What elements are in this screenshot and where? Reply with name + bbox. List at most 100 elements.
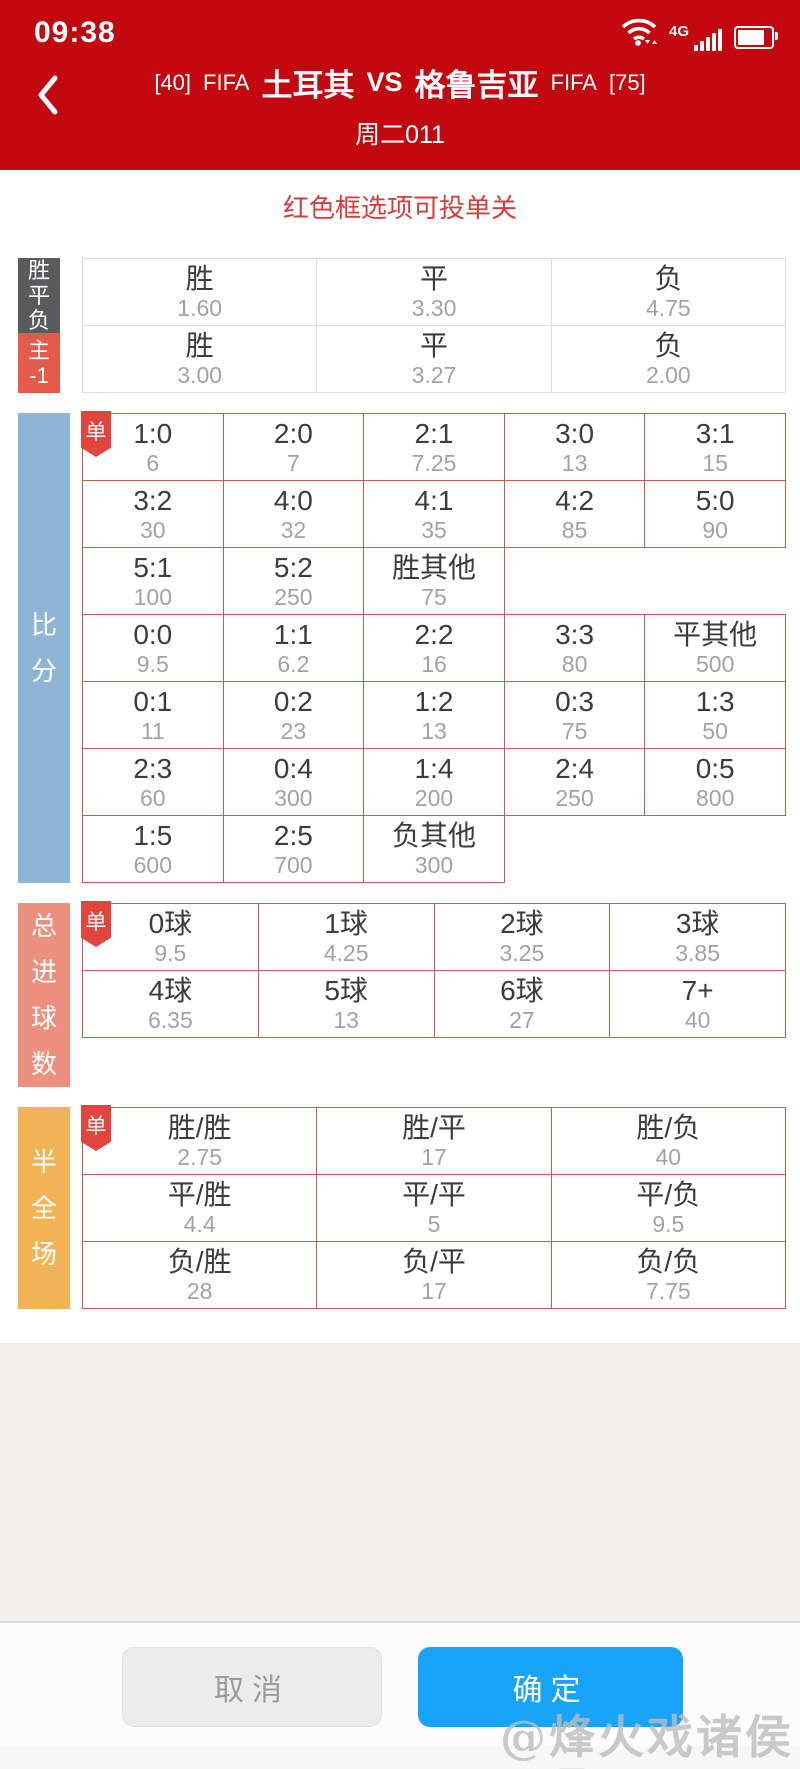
bet-option-cell[interactable]: 平其他 500 [644, 614, 786, 682]
market-label-column: 半 全 场 [18, 1107, 70, 1309]
option-odds: 7.75 [645, 1278, 691, 1304]
bet-option-cell[interactable]: 3:3 80 [503, 614, 646, 682]
market-label: 比 分 [18, 413, 70, 883]
bet-option-cell[interactable]: 负 4.75 [550, 258, 786, 326]
option-name: 3:0 [555, 418, 595, 449]
option-odds: 35 [421, 517, 447, 543]
market-label: 总 进 球 数 [18, 903, 70, 1087]
bet-option-cell[interactable]: 5:1 100 [82, 547, 224, 615]
option-name: 2:4 [555, 753, 595, 784]
bet-option-cell[interactable]: 平 3.27 [316, 325, 552, 393]
cancel-button[interactable]: 取消 [122, 1647, 382, 1727]
status-bar: 09:38 4G [0, 0, 800, 52]
option-name: 3:1 [695, 418, 735, 449]
bet-option-cell[interactable]: 5:0 90 [644, 480, 786, 548]
nav-recents-icon[interactable] [550, 1765, 594, 1769]
option-name: 6球 [500, 975, 544, 1006]
bet-option-cell[interactable]: 胜/平 17 [316, 1107, 552, 1175]
bet-option-cell[interactable]: 0:4 300 [222, 748, 365, 816]
bet-option-cell[interactable]: 0:3 75 [503, 681, 646, 749]
bet-option-cell[interactable]: 7+ 40 [609, 970, 786, 1038]
option-name: 负其他 [391, 820, 476, 851]
option-odds: 75 [561, 718, 588, 744]
odds-row: 胜 3.00 平 3.27 负 2.00 [82, 325, 786, 393]
option-odds: 2.75 [177, 1144, 223, 1170]
bet-option-cell[interactable]: 0:5 800 [644, 748, 786, 816]
bet-option-cell[interactable]: 负/负 7.75 [550, 1241, 786, 1309]
market-label-column: 总 进 球 数 [18, 903, 70, 1087]
bet-option-cell[interactable]: 胜/负 40 [550, 1107, 786, 1175]
option-odds: 7 [286, 450, 300, 476]
odds-grid: 胜 1.60 平 3.30 负 4.75 胜 3.00 平 3.27 负 2.00 [82, 258, 786, 393]
option-name: 负/负 [636, 1246, 701, 1277]
back-button[interactable] [24, 66, 70, 124]
bet-option-cell[interactable]: 胜 3.00 [82, 325, 318, 393]
bet-option-cell[interactable]: 1:3 50 [644, 681, 786, 749]
bet-option-cell[interactable]: 5:2 250 [222, 547, 365, 615]
bet-option-cell[interactable]: 5球 13 [257, 970, 435, 1038]
panel-half-full-time: 半 全 场单胜/胜 2.75 胜/平 17 胜/负 40 平/胜 4.4 平/平 5 平/负 9.5 负… [18, 1105, 786, 1309]
option-odds: 250 [555, 785, 594, 811]
bet-option-cell[interactable]: 负/胜 28 [82, 1241, 318, 1309]
odds-row: 1:0 6 2:0 7 2:1 7.25 3:0 13 3:1 15 [82, 413, 786, 481]
option-odds: 17 [421, 1144, 447, 1170]
status-icons: 4G [621, 16, 778, 51]
bet-option-cell[interactable]: 2:0 7 [222, 413, 365, 481]
bet-option-cell[interactable]: 0:1 11 [82, 681, 224, 749]
signal-strength-icon: 4G [669, 23, 722, 51]
option-odds: 90 [702, 517, 728, 543]
bet-option-cell[interactable]: 平/平 5 [316, 1174, 552, 1242]
bet-option-cell[interactable]: 2:5 700 [222, 815, 365, 883]
bet-option-cell[interactable]: 1:5 600 [82, 815, 224, 883]
option-odds: 15 [702, 450, 728, 476]
bet-option-cell[interactable]: 3:0 13 [503, 413, 646, 481]
panel-total-goals: 总 进 球 数单 0球 9.5 1球 4.25 2球 3.25 3球 3.85 4球 6.35 5球 1… [18, 901, 786, 1087]
bet-option-cell[interactable]: 6球 27 [433, 970, 611, 1038]
bet-option-cell[interactable]: 胜 1.60 [82, 258, 318, 326]
bet-option-cell[interactable]: 4:2 85 [503, 480, 646, 548]
bet-option-cell[interactable]: 2:4 250 [503, 748, 646, 816]
bet-option-cell[interactable]: 1球 4.25 [257, 903, 435, 971]
bet-option-cell[interactable]: 3球 3.85 [609, 903, 786, 971]
bet-option-cell[interactable]: 负其他 300 [363, 815, 505, 883]
panel-correct-score: 比 分单 1:0 6 2:0 7 2:1 7.25 3:0 13 3:1 15 3:2 30 4:0 32 4… [18, 411, 786, 883]
confirm-button[interactable]: 确定 [418, 1647, 683, 1727]
odds-row: 0:1 11 0:2 23 1:2 13 0:3 75 1:3 50 [82, 681, 786, 749]
nav-home-icon[interactable] [382, 1765, 426, 1769]
option-name: 3球 [675, 908, 720, 939]
option-name: 5:2 [273, 552, 313, 583]
bet-option-cell[interactable]: 平 3.30 [316, 258, 552, 326]
bet-option-cell[interactable]: 4:0 32 [222, 480, 365, 548]
bet-option-cell[interactable]: 3:1 15 [644, 413, 786, 481]
option-name: 1:3 [695, 686, 735, 717]
nav-back-icon[interactable] [208, 1765, 252, 1769]
option-odds: 85 [561, 517, 588, 543]
option-odds: 250 [274, 584, 313, 610]
bet-option-cell[interactable]: 2:3 60 [82, 748, 224, 816]
option-name: 0:0 [133, 619, 173, 650]
bet-option-cell[interactable]: 2:1 7.25 [363, 413, 505, 481]
away-rank: [75] [608, 69, 646, 95]
bet-option-cell[interactable]: 负/平 17 [316, 1241, 552, 1309]
bet-option-cell[interactable]: 1:1 6.2 [222, 614, 365, 682]
bet-option-cell[interactable]: 0:0 9.5 [82, 614, 224, 682]
bet-option-cell[interactable]: 胜其他 75 [363, 547, 505, 615]
bet-option-cell[interactable]: 1:4 200 [363, 748, 505, 816]
option-odds: 23 [280, 718, 307, 744]
bet-option-cell[interactable]: 2球 3.25 [433, 903, 611, 971]
option-name: 4球 [148, 975, 193, 1006]
bet-option-cell[interactable]: 平/胜 4.4 [82, 1174, 318, 1242]
bet-option-cell[interactable]: 4球 6.35 [82, 970, 259, 1038]
bet-option-cell[interactable]: 3:2 30 [82, 480, 224, 548]
bet-option-cell[interactable]: 1:2 13 [363, 681, 505, 749]
bet-option-cell[interactable]: 负 2.00 [550, 325, 786, 393]
bet-option-cell[interactable]: 胜/胜 2.75 [82, 1107, 318, 1175]
option-name: 1球 [324, 908, 368, 939]
odds-row: 1:5 600 2:5 700 负其他 300 [82, 815, 786, 883]
bet-option-cell[interactable]: 平/负 9.5 [550, 1174, 786, 1242]
option-name: 1:5 [133, 820, 173, 851]
option-name: 平/平 [402, 1179, 466, 1210]
bet-option-cell[interactable]: 2:2 16 [363, 614, 505, 682]
bet-option-cell[interactable]: 4:1 35 [363, 480, 505, 548]
bet-option-cell[interactable]: 0:2 23 [222, 681, 365, 749]
